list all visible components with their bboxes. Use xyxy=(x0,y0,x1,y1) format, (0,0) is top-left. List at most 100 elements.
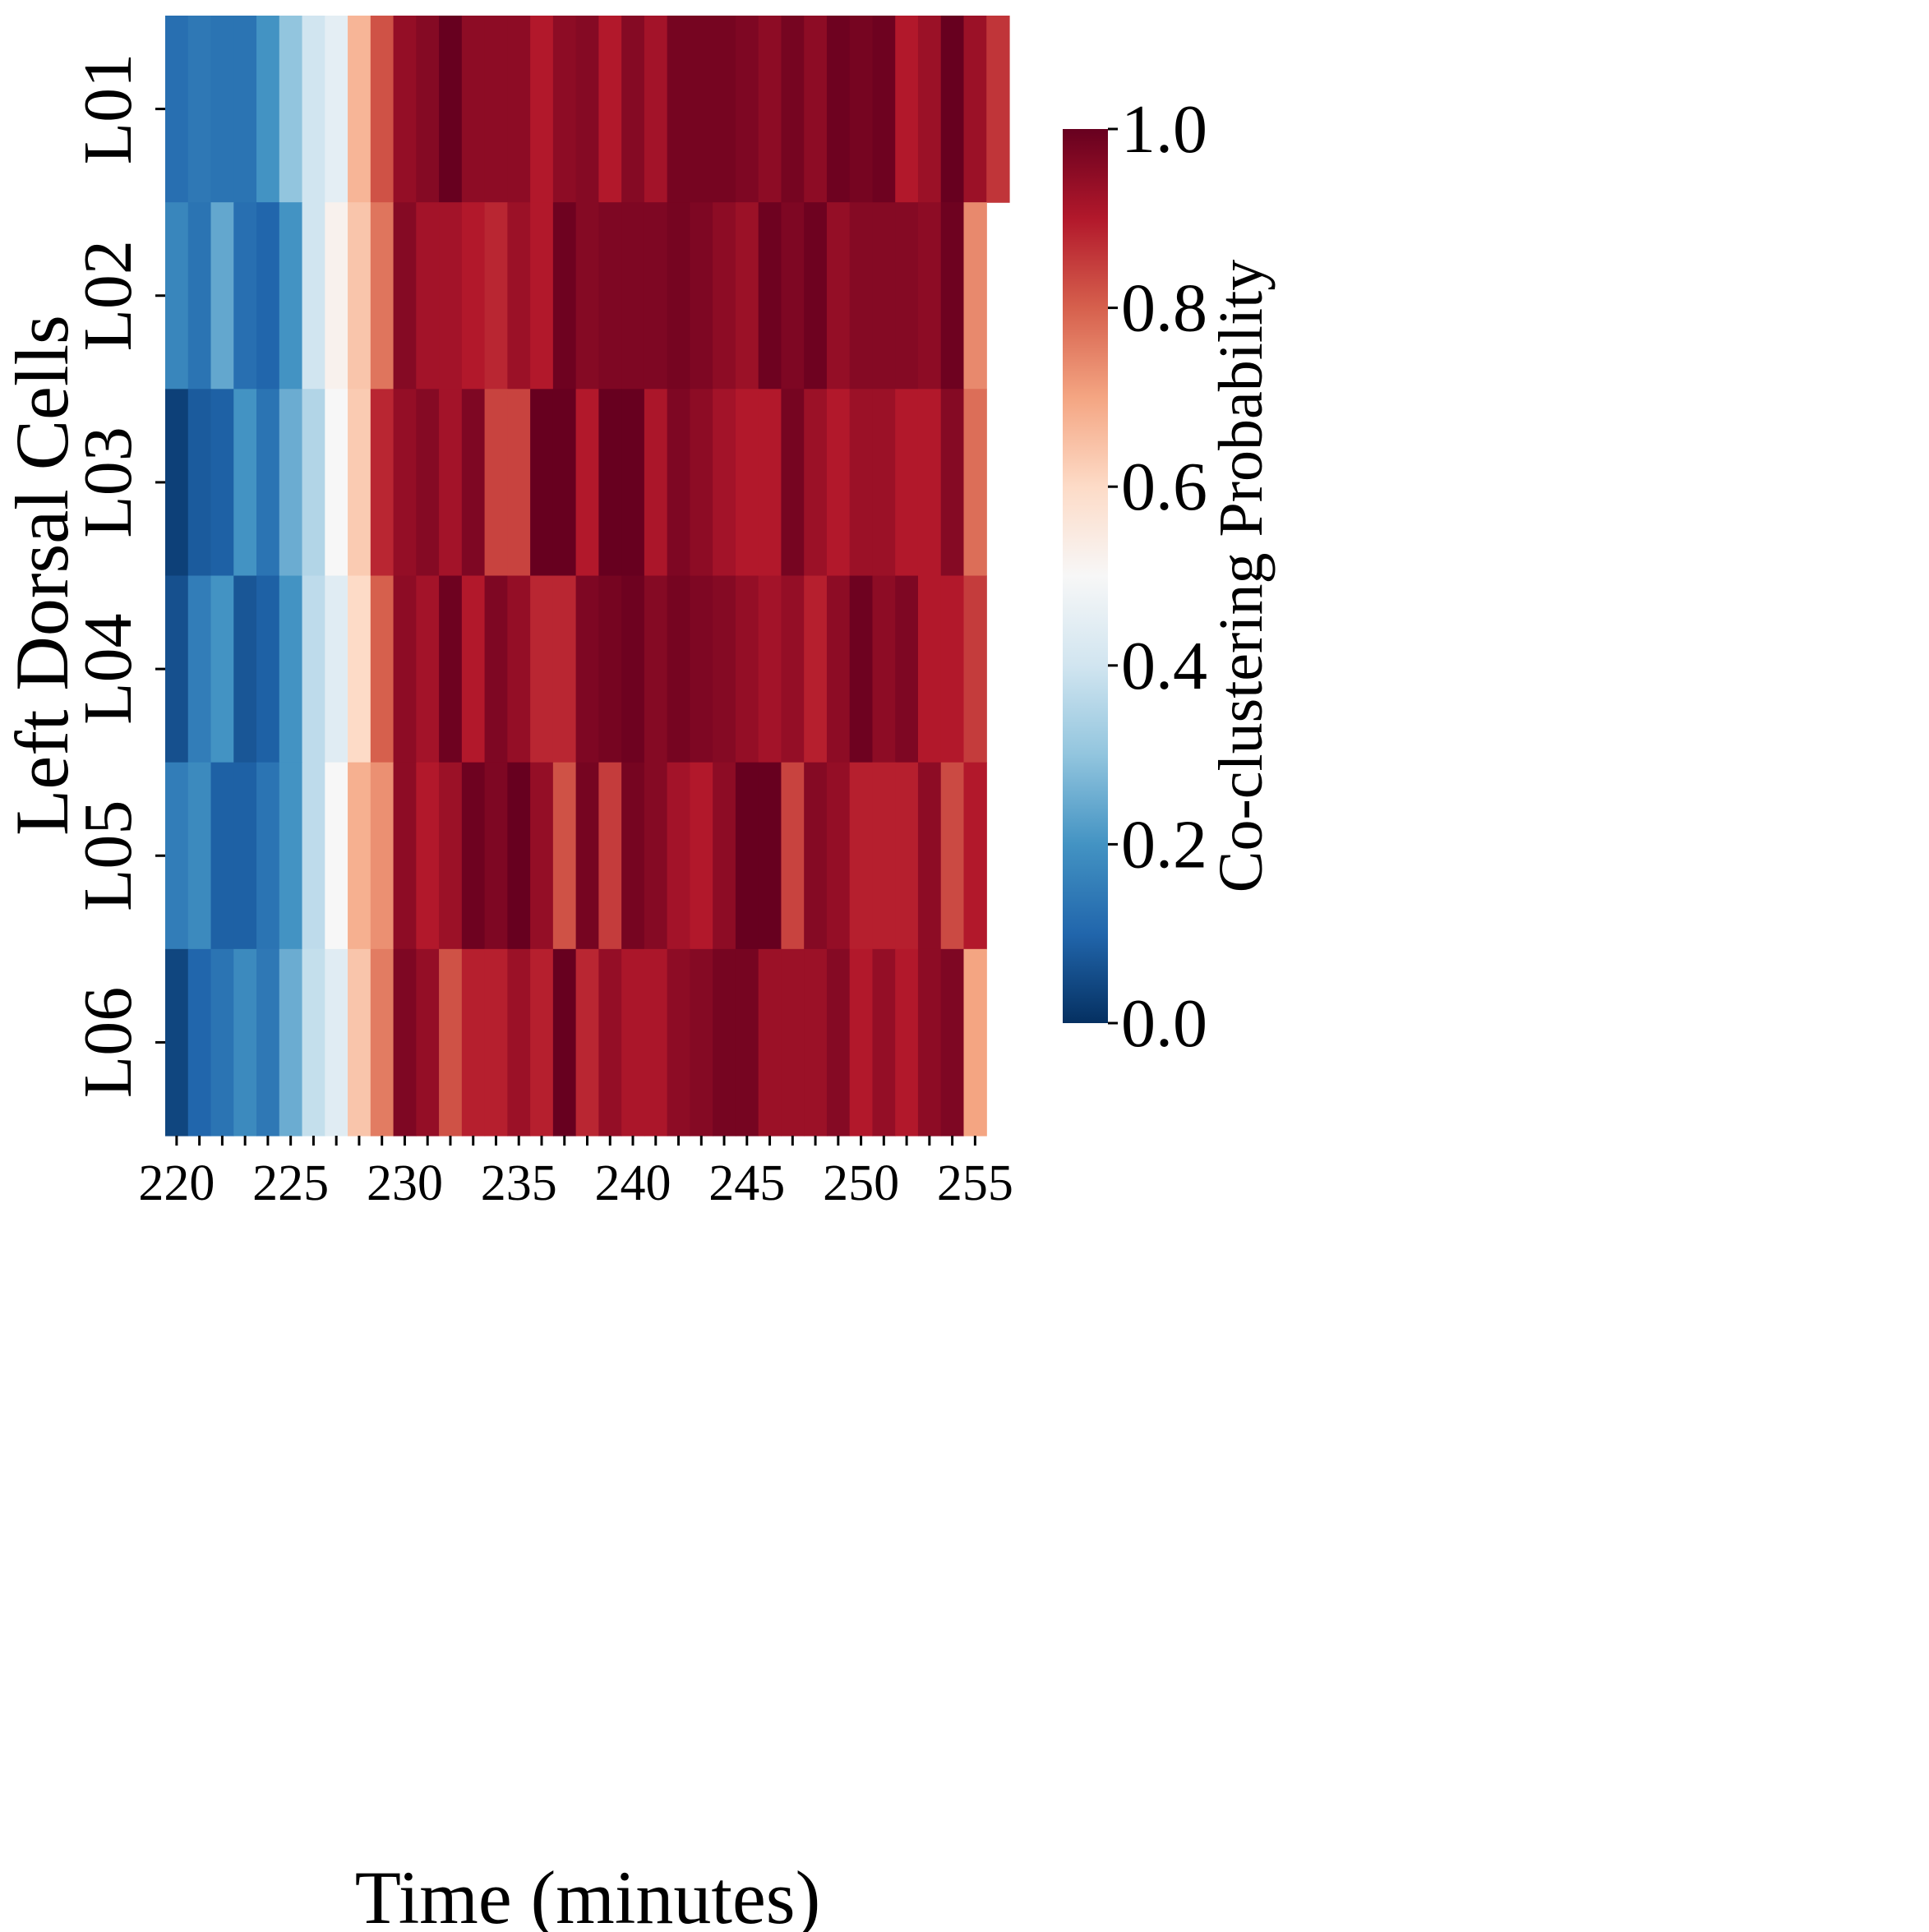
heatmap-cell xyxy=(690,389,713,577)
heatmap-cell xyxy=(735,762,759,950)
heatmap-cell xyxy=(804,762,828,950)
heatmap-cell xyxy=(667,762,691,950)
heatmap-cell xyxy=(348,202,371,390)
heatmap-cell xyxy=(393,948,417,1137)
heatmap-cell xyxy=(826,202,851,390)
heatmap-cell xyxy=(940,948,965,1137)
heatmap-cell xyxy=(233,762,257,950)
heatmap-cell xyxy=(598,16,622,203)
y-tick-label: L02 xyxy=(70,240,146,351)
heatmap-cell xyxy=(963,389,987,577)
colorbar-tick-label: 0.0 xyxy=(1121,985,1207,1062)
heatmap-cell xyxy=(507,16,531,203)
x-tick-label: 225 xyxy=(252,1155,329,1211)
heatmap-cell xyxy=(484,16,508,203)
heatmap-cell xyxy=(826,16,851,203)
heatmap-cell xyxy=(484,575,508,763)
heatmap-cell xyxy=(530,575,554,763)
heatmap-cell xyxy=(986,16,1010,203)
heatmap-cell xyxy=(325,948,348,1137)
heatmap-cell xyxy=(621,948,645,1137)
heatmap-cell xyxy=(348,948,371,1137)
heatmap-cell xyxy=(393,202,417,390)
heatmap-cell xyxy=(963,762,987,950)
heatmap-cell xyxy=(370,762,395,950)
heatmap-cell xyxy=(416,16,440,203)
heatmap-cell xyxy=(484,948,508,1137)
heatmap-cell xyxy=(530,16,554,203)
heatmap-cell xyxy=(644,16,668,203)
heatmap-cell xyxy=(279,762,303,950)
x-tick-label: 220 xyxy=(138,1155,215,1211)
heatmap-cell xyxy=(552,762,577,950)
heatmap-cell xyxy=(325,16,348,203)
heatmap-cell xyxy=(302,389,325,577)
heatmap-cell xyxy=(735,202,759,390)
heatmap-cell xyxy=(507,389,531,577)
heatmap-cell xyxy=(917,762,942,950)
heatmap-cell xyxy=(210,762,234,950)
heatmap-cell xyxy=(279,389,303,577)
heatmap-cell xyxy=(530,948,554,1137)
heatmap-cell xyxy=(917,575,942,763)
heatmap-cell xyxy=(461,762,486,950)
heatmap-cell xyxy=(758,762,782,950)
heatmap-cell xyxy=(826,389,851,577)
heatmap-cell xyxy=(256,202,280,390)
heatmap-cell xyxy=(575,948,599,1137)
heatmap-cell xyxy=(895,389,919,577)
heatmap-cell xyxy=(598,389,622,577)
heatmap-cell xyxy=(210,575,234,763)
heatmap-cell xyxy=(940,202,965,390)
colorbar-label: Co-clustering Probability xyxy=(1207,260,1276,892)
heatmap-cell xyxy=(165,575,189,763)
heatmap-cell xyxy=(621,202,645,390)
heatmap-cell xyxy=(781,948,805,1137)
colorbar-tick-label: 0.8 xyxy=(1121,270,1207,347)
heatmap-cell xyxy=(849,16,874,203)
heatmap-cell xyxy=(439,389,463,577)
heatmap-cell xyxy=(348,16,371,203)
heatmap-cell xyxy=(484,389,508,577)
x-axis: 220 225 230 235 240 245 250 255 xyxy=(138,1136,1013,1211)
heatmap-cell xyxy=(872,575,896,763)
heatmap-cell xyxy=(804,202,828,390)
heatmap-cell xyxy=(187,389,212,577)
heatmap-cell xyxy=(963,948,987,1137)
heatmap-cell xyxy=(621,389,645,577)
heatmap-cell xyxy=(690,16,713,203)
heatmap-cell xyxy=(370,16,395,203)
heatmap-cell xyxy=(256,575,280,763)
x-tick-label: 250 xyxy=(823,1155,899,1211)
heatmap-cell xyxy=(256,762,280,950)
heatmap-cell xyxy=(758,389,782,577)
heatmap-cell xyxy=(461,202,486,390)
heatmap-cell xyxy=(484,202,508,390)
heatmap-cell xyxy=(575,575,599,763)
heatmap-cell xyxy=(302,762,325,950)
heatmap-cell xyxy=(826,575,851,763)
heatmap-cell xyxy=(348,762,371,950)
heatmap-cell xyxy=(530,202,554,390)
heatmap-cell xyxy=(461,575,486,763)
heatmap-cell xyxy=(804,948,828,1137)
heatmap-cell xyxy=(575,389,599,577)
heatmap-cell xyxy=(781,202,805,390)
heatmap-cell xyxy=(895,16,919,203)
heatmap-cell xyxy=(758,202,782,390)
heatmap-cell xyxy=(439,575,463,763)
heatmap-cell xyxy=(187,948,212,1137)
heatmap-cell xyxy=(370,389,395,577)
heatmap-cell xyxy=(621,16,645,203)
heatmap-cell xyxy=(872,948,896,1137)
heatmap-cell xyxy=(370,575,395,763)
x-tick-label: 240 xyxy=(595,1155,671,1211)
heatmap-cell xyxy=(439,762,463,950)
heatmap-cell xyxy=(872,762,896,950)
colorbar-tick-label: 1.0 xyxy=(1121,91,1207,168)
heatmap-cell xyxy=(439,202,463,390)
heatmap-cell xyxy=(530,762,554,950)
heatmap-cell xyxy=(302,575,325,763)
heatmap-cell xyxy=(644,202,668,390)
heatmap-cell xyxy=(781,16,805,203)
